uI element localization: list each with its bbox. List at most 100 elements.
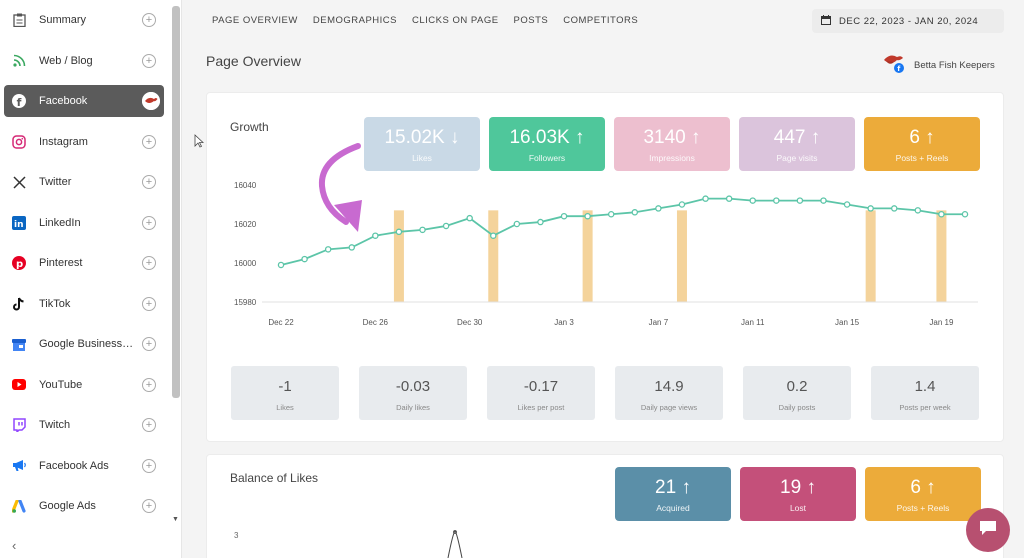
svg-text:f: f — [897, 65, 901, 73]
add-twitch-plus-icon[interactable]: + — [142, 418, 156, 432]
stat-value: 6 ↑ — [909, 127, 935, 148]
stat-card-likes: 15.02K ↓ Likes — [364, 117, 480, 171]
stat-value: 15.02K ↓ — [384, 127, 460, 148]
add-summary-plus-icon[interactable]: + — [142, 13, 156, 27]
stat-value: 19 ↑ — [780, 477, 816, 498]
sidebar-item-web-blog[interactable]: Web / Blog + — [4, 45, 164, 77]
tiktok-icon — [10, 295, 28, 313]
stat-card-followers: 16.03K ↑ Followers — [489, 117, 605, 171]
megaphone-icon — [10, 457, 28, 475]
balance-chart-line — [447, 530, 463, 558]
stat-card-impressions: 3140 ↑ Impressions — [614, 117, 730, 171]
stat-label: Acquired — [656, 503, 690, 513]
metric-card-likes: -1 Likes — [231, 366, 339, 420]
svg-text:in: in — [14, 220, 24, 230]
sidebar-item-twitter[interactable]: Twitter + — [4, 166, 164, 198]
stat-value: 6 ↑ — [910, 477, 936, 498]
add-linkedin-plus-icon[interactable]: + — [142, 215, 156, 230]
tab-posts[interactable]: POSTS — [513, 15, 549, 26]
sidebar-item-instagram[interactable]: Instagram + — [4, 126, 164, 158]
pinterest-icon: p — [10, 254, 28, 272]
metric-card-daily-page-views: 14.9 Daily page views — [615, 366, 723, 420]
scroll-down-arrow-icon[interactable]: ▼ — [172, 516, 179, 523]
metric-label: Daily page views — [640, 403, 698, 412]
sidebar-item-facebook[interactable]: f Facebook — [4, 85, 164, 117]
sidebar-item-facebook-ads[interactable]: Facebook Ads + — [4, 450, 164, 482]
sidebar-item-twitch[interactable]: Twitch + — [4, 409, 164, 441]
profile[interactable]: f Betta Fish Keepers — [882, 52, 995, 79]
sidebar-scrollbar[interactable] — [172, 6, 180, 398]
twitch-icon — [10, 416, 28, 434]
arrow-icon: ↑ — [925, 127, 935, 148]
page-avatar-icon — [142, 92, 160, 110]
add-facebook-ads-plus-icon[interactable]: + — [142, 458, 156, 473]
stat-label: Followers — [528, 153, 566, 163]
sidebar-item-label: Twitter — [39, 176, 72, 188]
metric-value: 14.9 — [654, 378, 684, 395]
metric-card-daily-likes: -0.03 Daily likes — [359, 366, 467, 420]
sidebar-item-label: TikTok — [39, 297, 71, 310]
add-pinterest-plus-icon[interactable]: + — [142, 256, 156, 270]
tab-competitors[interactable]: COMPETITORS — [563, 15, 639, 26]
stat-card-acquired: 21 ↑ Acquired — [615, 467, 731, 521]
stat-label: Posts + Reels — [895, 153, 949, 163]
sidebar-item-label: Web / Blog — [39, 54, 93, 67]
arrow-icon: ↑ — [810, 127, 821, 148]
arrow-icon: ↑ — [926, 477, 936, 498]
sidebar-item-youtube[interactable]: YouTube + — [4, 369, 164, 401]
tab-page-overview[interactable]: PAGE OVERVIEW — [212, 15, 298, 26]
stat-label: Page visits — [776, 153, 818, 163]
sidebar-item-label: YouTube — [39, 378, 83, 391]
metric-value: -0.03 — [395, 378, 431, 395]
add-instagram-plus-icon[interactable]: + — [142, 134, 156, 149]
metric-card-posts-per-week: 1.4 Posts per week — [871, 366, 979, 420]
sidebar-item-google-ads[interactable]: Google Ads + — [4, 490, 164, 522]
stat-label: Impressions — [649, 153, 695, 163]
tab-demographics[interactable]: DEMOGRAPHICS — [312, 15, 397, 26]
metric-value: 1.4 — [914, 378, 936, 395]
add-twitter-plus-icon[interactable]: + — [142, 175, 156, 189]
stat-card-posts-reels: 6 ↑ Posts + Reels — [864, 117, 980, 171]
stat-card-lost: 19 ↑ Lost — [740, 467, 856, 521]
sidebar-item-summary[interactable]: Summary + — [4, 4, 164, 36]
chat-button[interactable] — [966, 508, 1010, 552]
metric-value: -1 — [278, 378, 292, 395]
stat-card-page-visits: 447 ↑ Page visits — [739, 117, 855, 171]
tab-clicks-on-page[interactable]: CLICKS ON PAGE — [412, 15, 499, 26]
metric-label: Daily posts — [778, 403, 816, 412]
top-tabs: PAGE OVERVIEW DEMOGRAPHICS CLICKS ON PAG… — [212, 15, 638, 26]
page-title: Page Overview — [206, 53, 301, 69]
sidebar-item-label: LinkedIn — [39, 216, 81, 229]
x-twitter-icon — [10, 173, 28, 191]
date-range-text: DEC 22, 2023 - JAN 20, 2024 — [839, 15, 979, 27]
metric-card-daily-posts: 0.2 Daily posts — [743, 366, 851, 420]
add-google-ads-plus-icon[interactable]: + — [142, 499, 156, 513]
sidebar-item-pinterest[interactable]: p Pinterest + — [4, 247, 164, 279]
add-web-blog-plus-icon[interactable]: + — [142, 53, 156, 68]
metric-label: Likes per post — [517, 403, 565, 412]
stat-label: Lost — [789, 503, 807, 513]
date-range-picker[interactable]: DEC 22, 2023 - JAN 20, 2024 — [812, 9, 1004, 33]
sidebar-item-tiktok[interactable]: TikTok + — [4, 288, 164, 320]
add-tiktok-plus-icon[interactable]: + — [142, 296, 156, 311]
add-google-business-profile-plus-icon[interactable]: + — [142, 337, 156, 351]
stat-value: 21 ↑ — [655, 477, 691, 498]
stat-value: 3140 ↑ — [643, 127, 701, 148]
sidebar-item-google-business-profile[interactable]: Google Business Profile + — [4, 328, 164, 360]
linkedin-icon: in — [10, 214, 28, 232]
sidebar-item-label: Pinterest — [39, 257, 83, 269]
sidebar-item-linkedin[interactable]: in LinkedIn + — [4, 207, 164, 239]
instagram-icon — [10, 133, 28, 151]
calendar-icon — [821, 14, 831, 28]
add-youtube-plus-icon[interactable]: + — [142, 377, 156, 392]
arrow-icon: ↑ — [691, 127, 701, 148]
metric-value: 0.2 — [786, 378, 808, 395]
sidebar: Summary + Web / Blog + f Facebook Instagram + Tw… — [0, 0, 182, 558]
arrow-icon: ↑ — [575, 127, 585, 148]
metric-label: Daily likes — [396, 403, 430, 412]
stat-value: 16.03K ↑ — [509, 127, 585, 148]
rss-icon — [10, 52, 28, 70]
collapse-sidebar-chevron-icon[interactable]: ‹ — [12, 538, 17, 553]
arrow-icon: ↓ — [450, 127, 460, 148]
svg-text:p: p — [16, 259, 23, 270]
